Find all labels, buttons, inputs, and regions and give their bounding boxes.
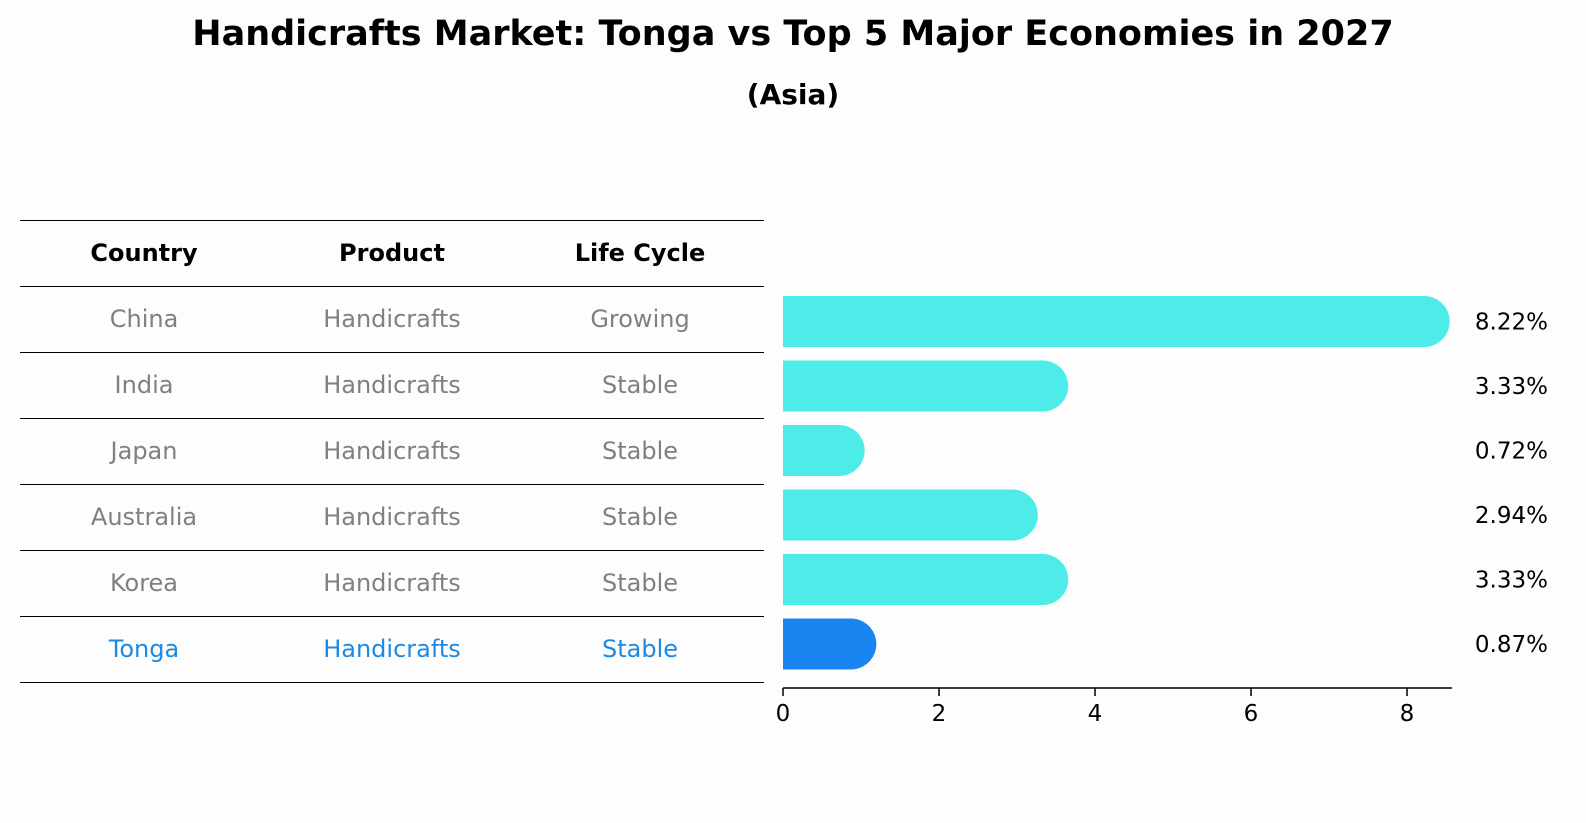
table-rule <box>20 550 764 551</box>
column-header-life-cycle: Life Cycle <box>574 239 706 267</box>
table-cell-product: Handicrafts <box>323 437 461 465</box>
x-tick-label: 8 <box>1400 701 1415 727</box>
table-cell-country: Korea <box>109 569 179 597</box>
x-tick-label: 2 <box>932 701 947 727</box>
x-tick-label: 6 <box>1244 701 1259 727</box>
table-cell-life-cycle: Stable <box>601 371 679 399</box>
table-rule <box>20 418 764 419</box>
table-cell-country: India <box>114 371 174 399</box>
column-header-product: Product <box>339 239 445 267</box>
bar-value-label: 2.94% <box>1475 503 1548 529</box>
chart-subtitle: (Asia) <box>746 78 840 111</box>
table-cell-product: Handicrafts <box>323 371 461 399</box>
table-rule <box>20 352 764 353</box>
bar-highlight <box>783 618 877 670</box>
table-rule <box>20 682 764 683</box>
bar <box>783 489 1038 541</box>
table-cell-country-highlight: Tonga <box>108 635 180 663</box>
bar-value-label: 3.33% <box>1475 374 1548 400</box>
chart-title: Handicrafts Market: Tonga vs Top 5 Major… <box>192 14 1394 54</box>
table-rule <box>20 616 764 617</box>
table-cell-life-cycle-highlight: Stable <box>601 635 679 663</box>
table-cell-product-highlight: Handicrafts <box>323 635 461 663</box>
bar-value-label: 0.72% <box>1475 439 1548 465</box>
bar-value-label: 3.33% <box>1475 568 1548 594</box>
bar <box>783 554 1069 605</box>
table-cell-product: Handicrafts <box>323 503 461 531</box>
x-tick-label: 0 <box>776 701 791 727</box>
table-cell-country: Japan <box>110 437 178 465</box>
table-rule <box>20 484 764 485</box>
bar-value-label: 0.87% <box>1475 632 1548 658</box>
table-cell-country: China <box>109 305 179 333</box>
bar-value-label: 8.22% <box>1475 310 1548 336</box>
table-cell-product: Handicrafts <box>323 305 461 333</box>
x-tick-label: 4 <box>1088 701 1103 727</box>
table-cell-product: Handicrafts <box>323 569 461 597</box>
table-cell-life-cycle: Growing <box>590 305 690 333</box>
bar <box>783 360 1069 412</box>
table-cell-life-cycle: Stable <box>601 437 679 465</box>
column-header-country: Country <box>90 239 198 267</box>
table-rule <box>20 220 764 221</box>
table-cell-life-cycle: Stable <box>601 569 679 597</box>
table-cell-life-cycle: Stable <box>601 503 679 531</box>
table-rule <box>20 286 764 287</box>
bar <box>783 296 1450 347</box>
bar <box>783 425 865 476</box>
table-cell-country: Australia <box>90 503 198 531</box>
